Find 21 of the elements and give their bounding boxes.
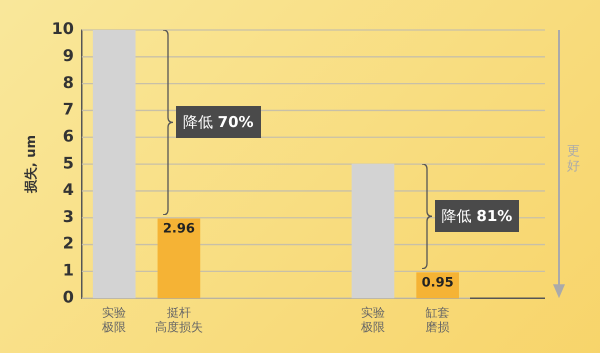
y-tick-label: 6	[62, 126, 74, 146]
y-tick-label: 5	[62, 153, 74, 172]
x-tick-label: 实验极限	[101, 306, 126, 334]
y-tick-label: 0	[62, 287, 74, 306]
x-tick-label: 缸套磨损	[426, 306, 450, 334]
annotation: 降低 81%	[442, 207, 512, 226]
x-tick-label: 实验极限	[360, 306, 385, 334]
y-axis-title: 损失, um	[24, 134, 40, 194]
data-label: 2.96	[162, 222, 195, 237]
y-tick-label: 1	[62, 260, 74, 280]
data-label: 0.95	[422, 276, 454, 291]
text: 更好	[567, 144, 581, 174]
y-tick-label: 2	[62, 234, 74, 253]
y-tick-label: 3	[62, 206, 74, 226]
y-tick-label: 8	[62, 72, 74, 92]
x-tick-label: 挺杆高度损失	[154, 306, 203, 334]
y-tick-label: 10	[52, 19, 74, 38]
y-tick-label: 9	[62, 46, 74, 65]
y-tick-label: 4	[62, 180, 74, 200]
y-tick-label: 7	[62, 100, 74, 119]
annotation: 降低 70%	[182, 113, 254, 132]
